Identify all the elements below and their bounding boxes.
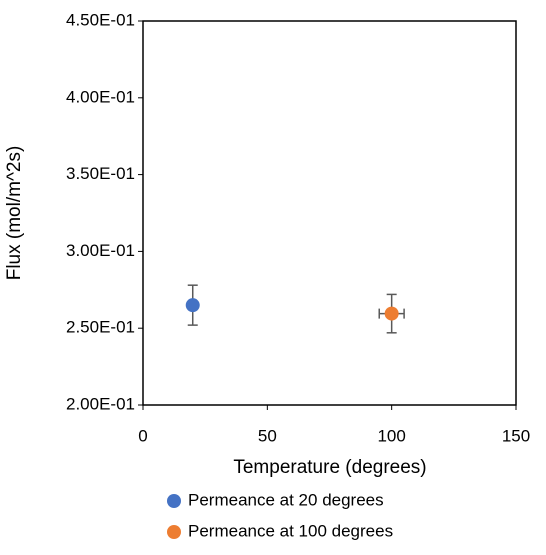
- legend-marker: [167, 494, 181, 508]
- y-tick-label: 3.50E-01: [66, 164, 135, 183]
- x-tick-label: 50: [258, 426, 277, 445]
- x-tick-label: 0: [138, 426, 147, 445]
- legend-label: Permeance at 100 degrees: [188, 521, 393, 540]
- y-tick-label: 2.00E-01: [66, 394, 135, 413]
- y-tick-label: 2.50E-01: [66, 318, 135, 337]
- point: [384, 306, 399, 321]
- y-tick-label: 4.00E-01: [66, 87, 135, 106]
- y-tick-label: 3.00E-01: [66, 241, 135, 260]
- y-tick-label: 4.50E-01: [66, 10, 135, 29]
- legend-label: Permeance at 20 degrees: [188, 490, 384, 509]
- plot-frame: [142, 20, 517, 406]
- x-tick-label: 100: [377, 426, 405, 445]
- legend-marker: [167, 525, 181, 539]
- y-axis-title: Flux (mol/m^2s): [4, 146, 25, 281]
- x-axis-title: Temperature (degrees): [233, 457, 426, 478]
- point: [185, 298, 200, 313]
- x-tick-label: 150: [502, 426, 530, 445]
